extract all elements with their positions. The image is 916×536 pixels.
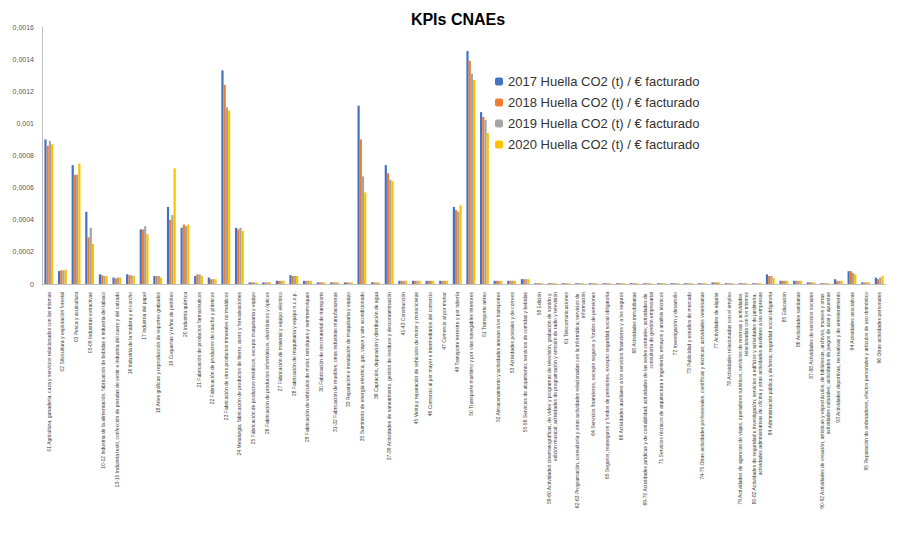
svg-text:actividades administrativas de: actividades administrativas de oficina y… bbox=[757, 292, 763, 476]
svg-text:0: 0 bbox=[30, 281, 34, 288]
svg-text:actividades culturales; activi: actividades culturales; actividades de j… bbox=[825, 292, 831, 435]
svg-text:86 Actividades sanitarias: 86 Actividades sanitarias bbox=[795, 292, 801, 348]
svg-text:24 Metalurgia; fabricación de: 24 Metalurgia; fabricación de productos … bbox=[236, 292, 242, 456]
svg-text:58 Edición: 58 Edición bbox=[536, 292, 542, 316]
svg-text:17 Industria del papel: 17 Industria del papel bbox=[141, 292, 147, 340]
svg-text:0,0006: 0,0006 bbox=[13, 184, 35, 191]
svg-text:0,0004: 0,0004 bbox=[13, 216, 35, 223]
svg-text:64 Servicios financieros, exce: 64 Servicios financieros, excepto seguro… bbox=[590, 292, 596, 436]
svg-text:53 Actividades postales y de c: 53 Actividades postales y de correos bbox=[509, 292, 515, 374]
svg-text:33 Reparación e instalación de: 33 Reparación e instalación de maquinari… bbox=[345, 292, 351, 407]
svg-text:47 Comercio al por menor: 47 Comercio al por menor bbox=[441, 292, 447, 350]
svg-text:45 Venta y reparación de vehíc: 45 Venta y reparación de vehículos de mo… bbox=[413, 292, 419, 425]
svg-text:96 Otras actividades personale: 96 Otras actividades personales bbox=[876, 292, 882, 364]
svg-text:90-92 Actividades de creación,: 90-92 Actividades de creación, artística… bbox=[818, 292, 825, 509]
svg-text:61 Telecomunicaciones: 61 Telecomunicaciones bbox=[563, 292, 569, 344]
svg-text:20 Industria química: 20 Industria química bbox=[182, 292, 188, 337]
svg-text:93 Actividades deportivas, rec: 93 Actividades deportivas, recreativas y… bbox=[835, 292, 841, 423]
svg-text:0,0008: 0,0008 bbox=[13, 152, 35, 159]
svg-text:28 Fabricación de maquinaria y: 28 Fabricación de maquinaria y equipo n.… bbox=[291, 292, 297, 396]
svg-text:29 Fabricación de vehículos de: 29 Fabricación de vehículos de motor, re… bbox=[304, 292, 310, 443]
svg-text:62-63 Programación, consultorí: 62-63 Programación, consultoría y otras … bbox=[574, 292, 580, 508]
svg-text:65 Seguros, reaseguros y fondo: 65 Seguros, reaseguros y fondos de pensi… bbox=[604, 292, 610, 479]
svg-text:30 Fabricación de otro materia: 30 Fabricación de otro material de trans… bbox=[318, 292, 324, 392]
svg-text:10-12 Industria de la alimenta: 10-12 Industria de la alimentación, fabr… bbox=[100, 292, 106, 469]
svg-text:02 Silvicultura y explotación: 02 Silvicultura y explotación forestal bbox=[59, 292, 65, 372]
svg-text:95 Reparación de ordenadores,: 95 Reparación de ordenadores, efectos pe… bbox=[863, 292, 869, 471]
svg-text:41-43 Construcción: 41-43 Construcción bbox=[400, 292, 406, 336]
svg-text:relacionadas con los mismos: relacionadas con los mismos bbox=[743, 292, 749, 357]
svg-text:94 Actividades asociativas: 94 Actividades asociativas bbox=[849, 292, 855, 351]
svg-text:71 Servicios técnicos de arqui: 71 Servicios técnicos de arquitectura e … bbox=[658, 292, 664, 465]
svg-text:49 Transporte terrestre y por: 49 Transporte terrestre y por tubería bbox=[454, 292, 460, 373]
svg-text:03 Pesca y acuicultura: 03 Pesca y acuicultura bbox=[73, 292, 79, 343]
svg-text:31-32 Fabricación de muebles;: 31-32 Fabricación de muebles; otras indu… bbox=[332, 292, 338, 433]
svg-text:72 Investigación y desarrollo: 72 Investigación y desarrollo bbox=[672, 292, 678, 356]
svg-text:85 Educación: 85 Educación bbox=[781, 292, 787, 323]
svg-text:87-88 Actividades de servicios: 87-88 Actividades de servicios sociales bbox=[808, 292, 814, 379]
svg-text:13-15 Industria textil, confec: 13-15 Industria textil, confección de pr… bbox=[114, 292, 120, 488]
svg-text:37-39 Actividades de saneamien: 37-39 Actividades de saneamiento, gestió… bbox=[386, 292, 392, 460]
svg-text:79 Actividades de agencias de: 79 Actividades de agencias de viajes, op… bbox=[737, 292, 744, 505]
svg-text:22 Fabricación de productos de: 22 Fabricación de productos de caucho y … bbox=[209, 292, 215, 405]
svg-text:01 Agricultura, ganadería, caz: 01 Agricultura, ganadería, caza y servic… bbox=[46, 292, 52, 452]
svg-text:46 Comercio al por mayor e int: 46 Comercio al por mayor e intermediario… bbox=[427, 292, 433, 416]
svg-text:2018 Huella CO2 (t) / € factur: 2018 Huella CO2 (t) / € facturado bbox=[508, 95, 700, 110]
svg-text:77 Actividades de alquiler: 77 Actividades de alquiler bbox=[713, 292, 719, 349]
svg-text:0,0002: 0,0002 bbox=[13, 248, 35, 255]
svg-text:80-82 Actividades de seguridad: 80-82 Actividades de seguridad e investi… bbox=[750, 292, 757, 505]
svg-text:2020 Huella CO2 (t) / € factur: 2020 Huella CO2 (t) / € facturado bbox=[508, 137, 700, 152]
svg-text:2017 Huella CO2 (t) / € factur: 2017 Huella CO2 (t) / € facturado bbox=[508, 74, 700, 89]
svg-text:51 Transporte aéreo: 51 Transporte aéreo bbox=[481, 292, 487, 337]
svg-text:0,0014: 0,0014 bbox=[13, 56, 35, 63]
svg-text:2019 Huella CO2 (t) / € factur: 2019 Huella CO2 (t) / € facturado bbox=[508, 116, 700, 131]
svg-text:18 Artes gráficas y reproducci: 18 Artes gráficas y reproducción de sopo… bbox=[155, 292, 161, 414]
svg-text:73 Publicidad y estudios de me: 73 Publicidad y estudios de mercado bbox=[686, 292, 692, 374]
svg-text:35 Suministro de energía eléct: 35 Suministro de energía eléctrica, gas,… bbox=[359, 292, 365, 441]
svg-text:edición musical; actividades d: edición musical; actividades de programa… bbox=[552, 292, 558, 461]
svg-text:26 Fabricación de productos in: 26 Fabricación de productos informáticos… bbox=[264, 292, 270, 435]
svg-text:59-60 Actividades cinematográf: 59-60 Actividades cinematográficas, de v… bbox=[546, 292, 553, 505]
svg-text:0,0016: 0,0016 bbox=[13, 24, 35, 31]
svg-text:25 Fabricación de productos me: 25 Fabricación de productos metálicos, e… bbox=[250, 292, 256, 445]
svg-text:69-70 Actividades jurídicas y: 69-70 Actividades jurídicas y de contabi… bbox=[641, 292, 648, 506]
svg-text:68 Actividades inmobiliarias: 68 Actividades inmobiliarias bbox=[631, 292, 637, 354]
svg-text:74-75 Otras actividades profes: 74-75 Otras actividades profesionales, c… bbox=[699, 292, 705, 480]
svg-text:0,001: 0,001 bbox=[16, 120, 34, 127]
svg-text:21 Fabricación de productos fa: 21 Fabricación de productos farmacéutico… bbox=[196, 292, 202, 388]
svg-text:27 Fabricación de material y e: 27 Fabricación de material y equipo eléc… bbox=[277, 292, 283, 391]
svg-text:23 Fabricación de otros produc: 23 Fabricación de otros productos minera… bbox=[223, 292, 229, 421]
svg-text:información: información bbox=[580, 292, 586, 318]
svg-text:consultoría de gestión empresa: consultoría de gestión empresarial bbox=[648, 292, 654, 368]
svg-text:KPIs CNAEs: KPIs CNAEs bbox=[411, 11, 505, 28]
svg-text:78 Actividades relacionadas co: 78 Actividades relacionadas con el emple… bbox=[726, 292, 732, 387]
svg-text:19 Coquerías y refino de petró: 19 Coquerías y refino de petróleo bbox=[168, 292, 174, 366]
svg-text:84 Administración pública y de: 84 Administración pública y defensa; seg… bbox=[767, 292, 773, 435]
svg-text:16 Industria de la madera y el: 16 Industria de la madera y el corcho bbox=[127, 292, 133, 374]
svg-text:50 Transporte marítimo y por v: 50 Transporte marítimo y por vías navega… bbox=[468, 292, 474, 416]
svg-text:52 Almacenamiento y actividade: 52 Almacenamiento y actividades anexas a… bbox=[495, 292, 501, 423]
svg-text:0,0012: 0,0012 bbox=[13, 88, 35, 95]
svg-text:66 Actividades auxiliares a lo: 66 Actividades auxiliares a los servicio… bbox=[618, 292, 624, 441]
svg-text:05-09 Industrias extractivas: 05-09 Industrias extractivas bbox=[87, 292, 93, 354]
svg-text:55-56 Servicios de alojamiento: 55-56 Servicios de alojamiento; servicio… bbox=[522, 292, 528, 433]
svg-text:36 Captación, depuración y dis: 36 Captación, depuración y distribución … bbox=[373, 292, 379, 399]
